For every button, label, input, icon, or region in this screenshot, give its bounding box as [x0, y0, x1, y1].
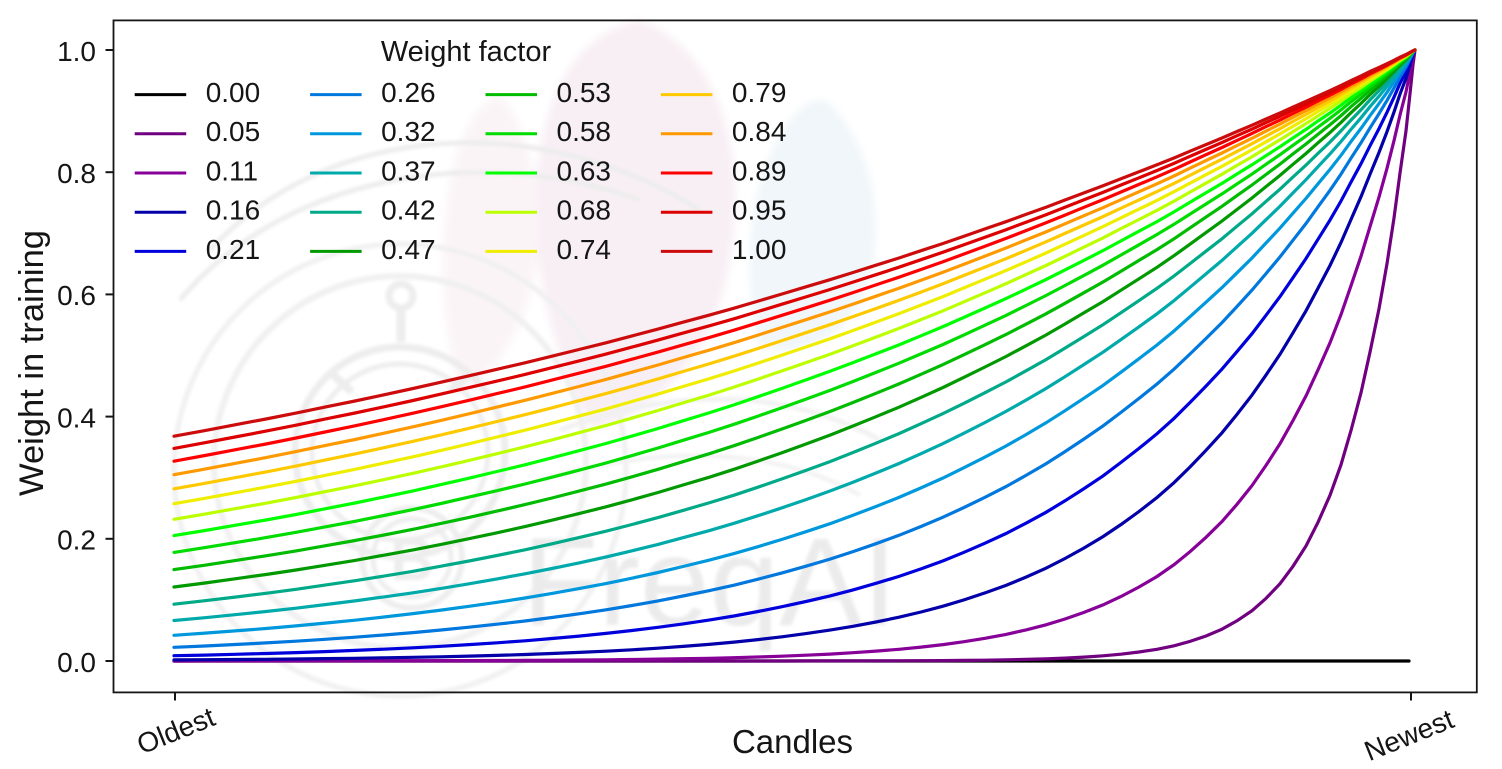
svg-text:0.37: 0.37 [381, 155, 436, 186]
svg-text:0.47: 0.47 [381, 234, 436, 265]
svg-text:B: B [390, 526, 433, 593]
svg-text:0.74: 0.74 [557, 234, 612, 265]
svg-text:0.8: 0.8 [57, 158, 96, 189]
svg-text:1.00: 1.00 [732, 234, 787, 265]
svg-text:FreqAI: FreqAI [522, 513, 897, 652]
svg-text:0.53: 0.53 [557, 77, 612, 108]
svg-text:0.89: 0.89 [732, 155, 787, 186]
svg-text:0.84: 0.84 [732, 116, 787, 147]
svg-text:0.58: 0.58 [557, 116, 612, 147]
svg-text:0.32: 0.32 [381, 116, 436, 147]
svg-text:0.4: 0.4 [57, 402, 96, 433]
svg-text:0.16: 0.16 [206, 195, 261, 226]
svg-text:0.05: 0.05 [206, 116, 261, 147]
svg-text:0.0: 0.0 [57, 647, 96, 678]
svg-text:0.21: 0.21 [206, 234, 261, 265]
svg-text:0.95: 0.95 [732, 195, 787, 226]
svg-text:0.68: 0.68 [557, 195, 612, 226]
svg-text:Weight in training: Weight in training [13, 230, 51, 496]
svg-text:0.6: 0.6 [57, 280, 96, 311]
svg-text:0.2: 0.2 [57, 525, 96, 556]
svg-text:0.42: 0.42 [381, 195, 436, 226]
svg-text:0.63: 0.63 [557, 155, 612, 186]
svg-text:Candles: Candles [732, 723, 853, 760]
svg-text:1.0: 1.0 [57, 36, 96, 67]
svg-text:0.11: 0.11 [206, 155, 258, 186]
svg-text:0.26: 0.26 [381, 77, 436, 108]
svg-text:0.79: 0.79 [732, 77, 787, 108]
svg-text:Weight factor: Weight factor [381, 36, 552, 68]
svg-text:0.00: 0.00 [206, 77, 261, 108]
